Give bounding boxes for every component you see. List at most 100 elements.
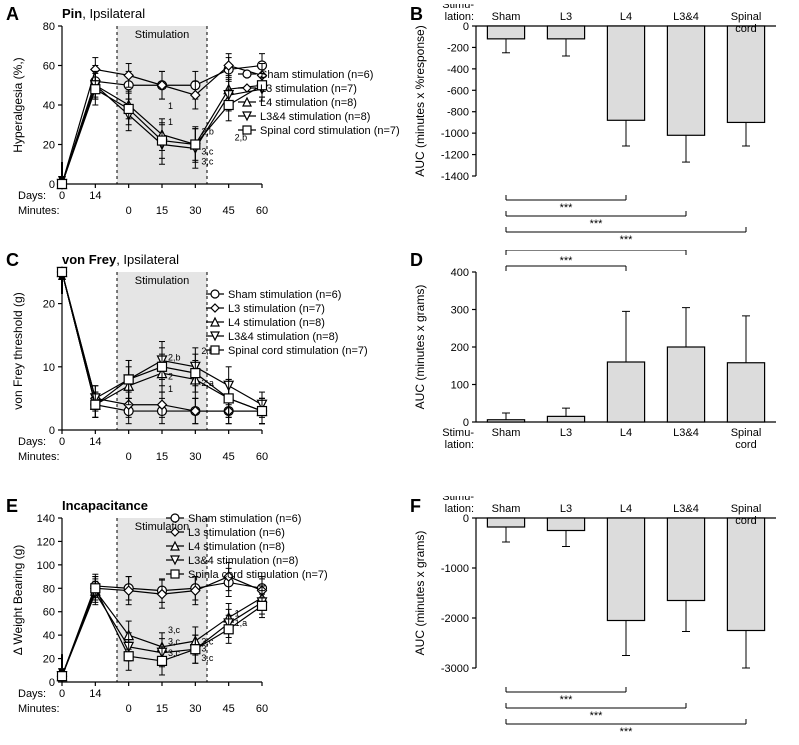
- svg-text:0: 0: [59, 190, 65, 202]
- svg-text:400: 400: [451, 267, 469, 279]
- panel-b-label: B: [410, 4, 423, 25]
- svg-text:0: 0: [59, 688, 65, 700]
- svg-text:Days:: Days:: [18, 436, 46, 448]
- panel-f-label: F: [410, 496, 421, 517]
- svg-text:-1000: -1000: [441, 563, 469, 575]
- svg-text:Hyperalgesia (%,): Hyperalgesia (%,): [11, 57, 25, 152]
- svg-text:2,a: 2,a: [201, 378, 214, 388]
- svg-text:2,b: 2,b: [201, 127, 214, 137]
- svg-text:2: 2: [168, 371, 173, 381]
- svg-text:L3&4 stimulation (n=8): L3&4 stimulation (n=8): [228, 331, 338, 343]
- svg-text:Days:: Days:: [18, 688, 46, 700]
- panel-e-label: E: [6, 496, 18, 517]
- panel-b: B 0-200-400-600-800-1000-1200-1400AUC (m…: [410, 4, 794, 242]
- svg-text:Stimu-lation:: Stimu-lation:: [442, 4, 474, 23]
- svg-text:1,a: 1,a: [235, 618, 248, 628]
- svg-text:40: 40: [43, 630, 55, 642]
- panel-f-chart: 0-1000-2000-3000AUC (minutes x grams)Sti…: [410, 496, 794, 740]
- svg-text:100: 100: [451, 380, 469, 392]
- svg-text:L3: L3: [560, 427, 572, 439]
- svg-text:***: ***: [590, 218, 604, 230]
- svg-text:cord: cord: [735, 439, 756, 451]
- svg-text:40: 40: [43, 100, 55, 112]
- svg-text:14: 14: [89, 436, 101, 448]
- svg-text:30: 30: [189, 205, 201, 217]
- svg-text:1: 1: [168, 384, 173, 394]
- svg-text:0: 0: [59, 436, 65, 448]
- svg-text:Spinal: Spinal: [731, 427, 762, 439]
- svg-text:L3: L3: [560, 503, 572, 515]
- svg-text:Sham stimulation (n=6): Sham stimulation (n=6): [260, 69, 373, 81]
- panel-a: A Pin, Ipsilateral Stimulation020406080H…: [6, 4, 404, 242]
- panel-e: E Incapacitance Stimulation0204060801001…: [6, 496, 404, 740]
- svg-text:AUC (minutes x grams): AUC (minutes x grams): [413, 531, 427, 656]
- svg-text:Sham stimulation (n=6): Sham stimulation (n=6): [188, 513, 301, 525]
- panel-a-title-bold: Pin: [62, 6, 82, 21]
- svg-text:L4: L4: [620, 427, 632, 439]
- svg-text:30: 30: [189, 451, 201, 463]
- svg-text:200: 200: [451, 342, 469, 354]
- svg-text:45: 45: [223, 205, 235, 217]
- panel-c-title-bold: von Frey: [62, 252, 116, 267]
- svg-text:140: 140: [37, 513, 55, 525]
- svg-text:Spinal cord stimulation (n=7): Spinal cord stimulation (n=7): [228, 345, 368, 357]
- panel-d-label: D: [410, 250, 423, 271]
- svg-text:***: ***: [590, 710, 604, 722]
- svg-text:60: 60: [256, 703, 268, 715]
- svg-text:-2000: -2000: [441, 613, 469, 625]
- panel-e-title-bold: Incapacitance: [62, 498, 148, 513]
- svg-text:-1200: -1200: [441, 150, 469, 162]
- svg-text:-400: -400: [447, 64, 469, 76]
- panel-e-chart: Stimulation020406080100120140Δ Weight Be…: [6, 496, 404, 740]
- svg-text:***: ***: [560, 202, 574, 214]
- svg-text:14: 14: [89, 190, 101, 202]
- svg-text:20: 20: [43, 140, 55, 152]
- svg-text:45: 45: [223, 451, 235, 463]
- panel-c-title: von Frey, Ipsilateral: [62, 252, 179, 267]
- svg-text:L3&4: L3&4: [673, 11, 699, 23]
- svg-text:3,c: 3,c: [168, 637, 181, 647]
- svg-text:14: 14: [89, 688, 101, 700]
- svg-text:1: 1: [168, 117, 173, 127]
- svg-text:Spinal cord stimulation (n=7): Spinal cord stimulation (n=7): [260, 125, 400, 137]
- svg-text:0: 0: [49, 425, 55, 437]
- svg-text:3,c: 3,c: [201, 156, 214, 166]
- svg-text:Spinal: Spinal: [731, 11, 762, 23]
- svg-text:L3: L3: [560, 11, 572, 23]
- svg-text:L3&4: L3&4: [673, 503, 699, 515]
- svg-text:60: 60: [43, 61, 55, 73]
- svg-text:Stimu-lation:: Stimu-lation:: [442, 427, 474, 451]
- panel-c-label: C: [6, 250, 19, 271]
- svg-text:Stimulation: Stimulation: [135, 29, 189, 41]
- svg-text:Spinla cord stimulation (n=7): Spinla cord stimulation (n=7): [188, 569, 328, 581]
- svg-text:60: 60: [43, 607, 55, 619]
- svg-text:L3&4 stimulation (n=8): L3&4 stimulation (n=8): [188, 555, 298, 567]
- svg-text:3,c: 3,c: [201, 653, 214, 663]
- svg-text:15: 15: [156, 205, 168, 217]
- panel-c-chart: Stimulation01020von Frey threshold (g)Da…: [6, 250, 404, 488]
- svg-text:45: 45: [223, 703, 235, 715]
- panel-b-chart: 0-200-400-600-800-1000-1200-1400AUC (min…: [410, 4, 794, 242]
- panel-a-title-rest: , Ipsilateral: [82, 6, 145, 21]
- svg-text:Minutes:: Minutes:: [18, 703, 60, 715]
- panel-c-title-rest: , Ipsilateral: [116, 252, 179, 267]
- svg-text:100: 100: [37, 560, 55, 572]
- panel-c: C von Frey, Ipsilateral Stimulation01020…: [6, 250, 404, 488]
- svg-text:30: 30: [189, 703, 201, 715]
- svg-text:Sham stimulation (n=6): Sham stimulation (n=6): [228, 289, 341, 301]
- svg-text:***: ***: [620, 234, 634, 242]
- svg-text:-800: -800: [447, 107, 469, 119]
- svg-text:cord: cord: [735, 23, 756, 35]
- svg-text:Days:: Days:: [18, 190, 46, 202]
- panel-d: D 0100200300400AUC (minutes x grams)Stim…: [410, 250, 794, 488]
- svg-text:0: 0: [126, 205, 132, 217]
- svg-text:60: 60: [256, 451, 268, 463]
- svg-text:2,b: 2,b: [168, 352, 181, 362]
- svg-text:0: 0: [126, 451, 132, 463]
- svg-text:von Frey threshold (g): von Frey threshold (g): [11, 292, 25, 409]
- svg-text:L3&4: L3&4: [673, 427, 699, 439]
- panel-e-title: Incapacitance: [62, 498, 148, 513]
- svg-text:-200: -200: [447, 42, 469, 54]
- svg-text:-1000: -1000: [441, 128, 469, 140]
- svg-text:15: 15: [156, 703, 168, 715]
